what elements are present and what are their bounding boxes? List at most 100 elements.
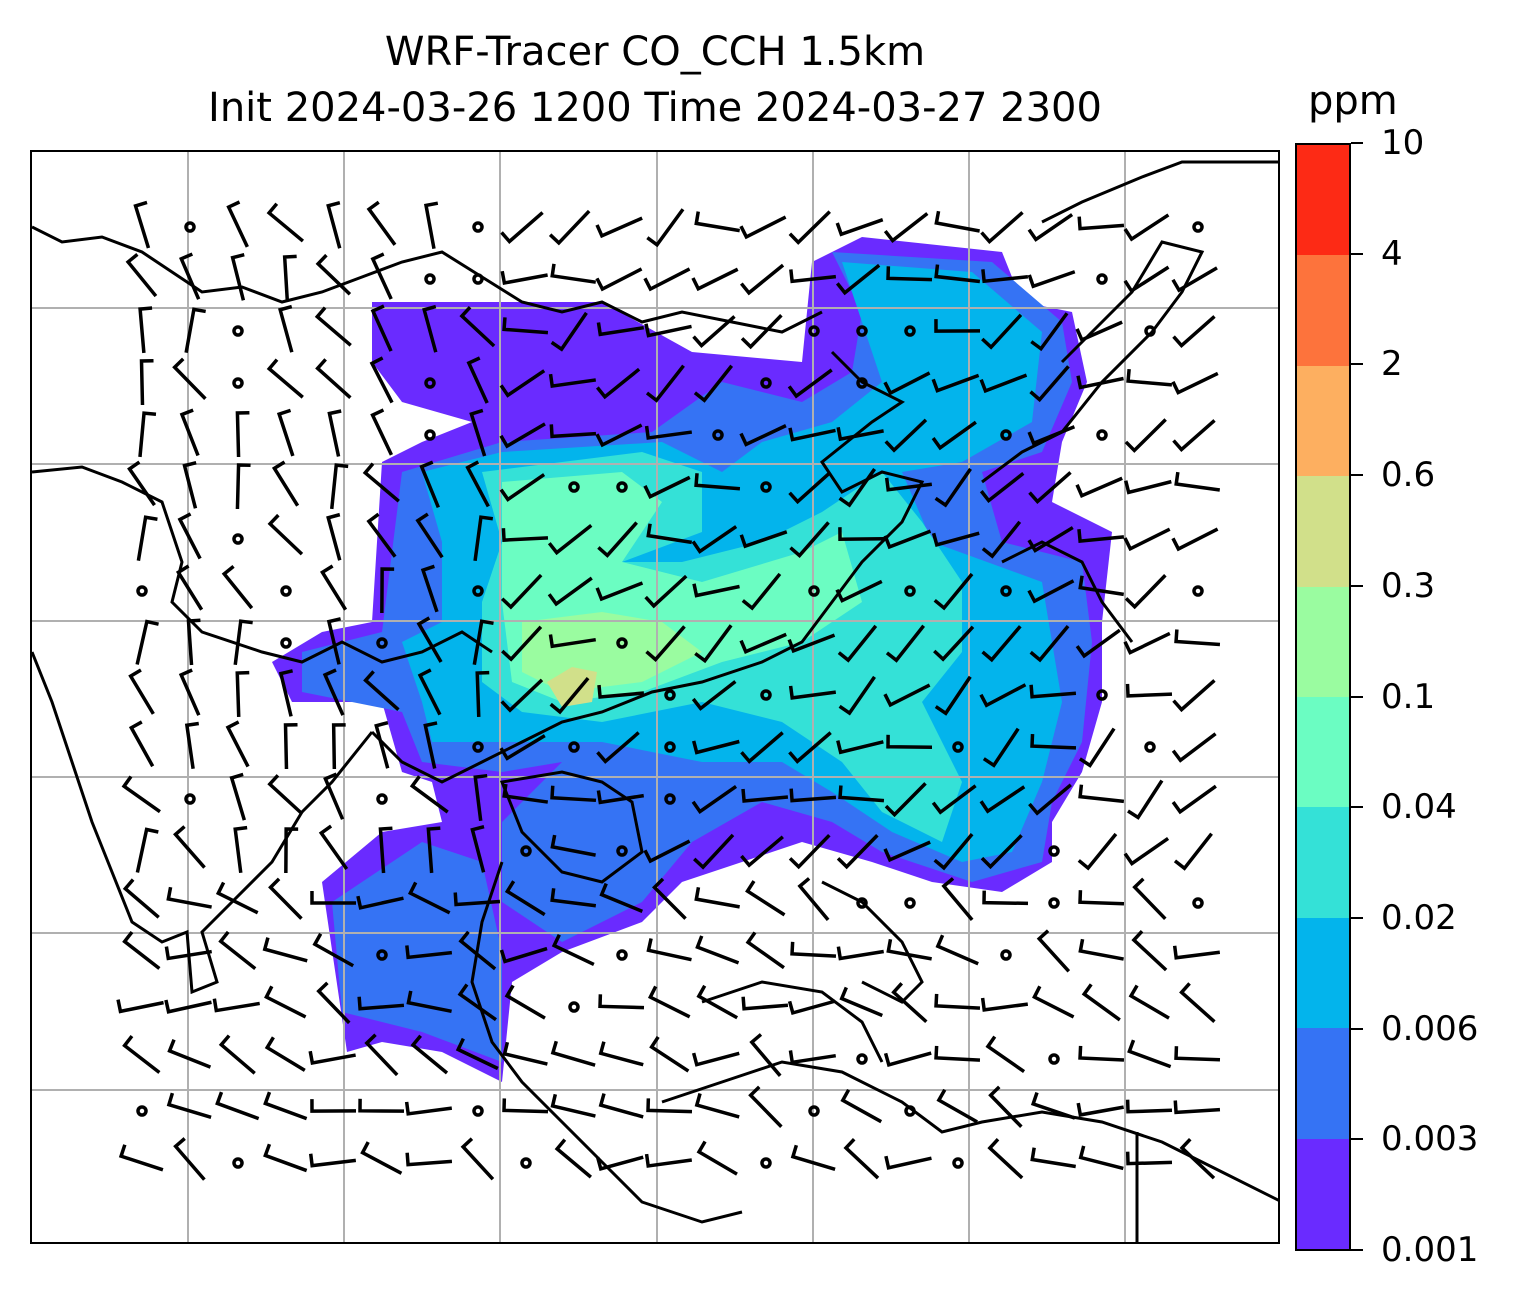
wind-barb <box>370 304 393 352</box>
wind-barb <box>550 263 597 284</box>
wind-barb <box>419 460 440 509</box>
colorbar-tick-mark <box>1351 363 1363 366</box>
wind-barb <box>322 668 345 716</box>
wind-barb <box>645 364 685 403</box>
wind-barb <box>363 670 400 711</box>
wind-barb <box>838 527 885 541</box>
wind-barb <box>1172 679 1216 713</box>
wind-barb <box>310 891 357 905</box>
wind-barb <box>884 418 928 453</box>
wind-barb <box>173 825 206 869</box>
calm-wind-marker <box>232 325 244 337</box>
wind-barb <box>931 373 980 393</box>
wind-barb <box>1171 732 1217 763</box>
wind-barb <box>1029 684 1077 699</box>
wind-barb <box>599 882 644 913</box>
calm-wind-marker <box>616 845 628 857</box>
wind-barb <box>979 373 1028 394</box>
wind-barb <box>1125 1099 1173 1114</box>
wind-barb <box>835 218 884 237</box>
wind-barb <box>1123 837 1170 866</box>
colorbar-tick-label: 0.02 <box>1381 897 1457 938</box>
wind-barb <box>135 619 159 665</box>
wind-barb <box>745 931 785 970</box>
wind-barb <box>420 564 439 613</box>
wind-barb <box>407 881 451 915</box>
wind-barb <box>596 731 640 764</box>
wind-barb <box>173 1137 206 1181</box>
wind-barb <box>1171 784 1217 815</box>
wind-barb <box>179 252 201 300</box>
wind-barb <box>646 938 692 962</box>
calm-wind-marker <box>472 741 484 753</box>
calm-wind-marker <box>424 273 436 285</box>
wind-barb <box>499 422 546 449</box>
colorbar-bin-5 <box>1297 586 1349 697</box>
calm-wind-marker <box>904 1105 916 1117</box>
wind-barb <box>644 574 688 609</box>
colorbar-bin-2 <box>1297 917 1349 1029</box>
map-subtitle: Init 2024-03-26 1200 Time 2024-03-27 230… <box>208 85 1102 131</box>
calm-wind-marker <box>1000 949 1012 961</box>
wind-barb <box>502 1041 548 1066</box>
wind-barb <box>691 1051 740 1067</box>
wind-barb <box>473 515 494 562</box>
wind-barb <box>788 1050 837 1065</box>
wind-barb <box>267 774 304 816</box>
wind-barb <box>426 826 441 874</box>
wind-barb <box>405 1152 453 1167</box>
wind-barb <box>315 358 352 399</box>
wind-barb <box>549 424 597 439</box>
wind-barb <box>1077 216 1125 231</box>
colorbar-bin-1 <box>1297 1028 1349 1139</box>
wind-barb <box>980 211 1024 244</box>
wind-barb <box>1173 832 1213 871</box>
calm-wind-marker <box>184 221 196 233</box>
wind-barb <box>741 572 782 611</box>
wind-barb <box>836 834 879 870</box>
wind-barb <box>218 930 257 971</box>
wind-barb <box>836 740 884 755</box>
wind-barb <box>276 408 295 457</box>
wind-barb <box>405 945 453 960</box>
wind-barb <box>595 581 644 602</box>
wind-barb <box>316 981 351 1025</box>
wind-barb <box>230 253 246 301</box>
wind-barb <box>788 470 832 505</box>
wind-barb <box>643 475 691 499</box>
wind-barb <box>226 200 249 248</box>
wind-barb <box>182 461 198 509</box>
wind-barb <box>504 880 546 917</box>
wind-barb <box>278 669 294 717</box>
wind-barb <box>883 529 932 550</box>
wind-barb <box>595 423 643 448</box>
colorbar <box>1295 143 1351 1251</box>
wind-barb <box>691 525 738 554</box>
wind-barb <box>981 625 1022 663</box>
wind-barb <box>118 1144 164 1172</box>
wind-barb <box>693 364 734 403</box>
wind-barb <box>409 775 449 814</box>
wind-barb <box>374 720 390 769</box>
wind-barb <box>695 935 740 965</box>
wind-barb <box>694 624 733 664</box>
wind-barb <box>1173 1100 1221 1115</box>
wind-barb <box>263 1143 308 1173</box>
wind-barb <box>693 833 735 870</box>
calm-wind-marker <box>904 897 916 909</box>
calm-wind-marker <box>856 325 868 337</box>
wind-barb <box>235 410 250 458</box>
calm-wind-marker <box>616 949 628 961</box>
wind-barb <box>739 424 787 447</box>
wind-barb <box>1029 365 1070 403</box>
wind-barb <box>475 670 490 718</box>
calm-wind-marker <box>1192 221 1204 233</box>
wind-barb <box>330 463 349 510</box>
wind-barb <box>787 368 833 399</box>
calm-wind-marker <box>760 1157 772 1169</box>
wind-barb <box>1124 479 1172 495</box>
wind-barb <box>423 721 438 769</box>
wind-barb <box>933 572 974 611</box>
calm-wind-marker <box>808 585 820 597</box>
wind-barb <box>843 1137 880 1180</box>
